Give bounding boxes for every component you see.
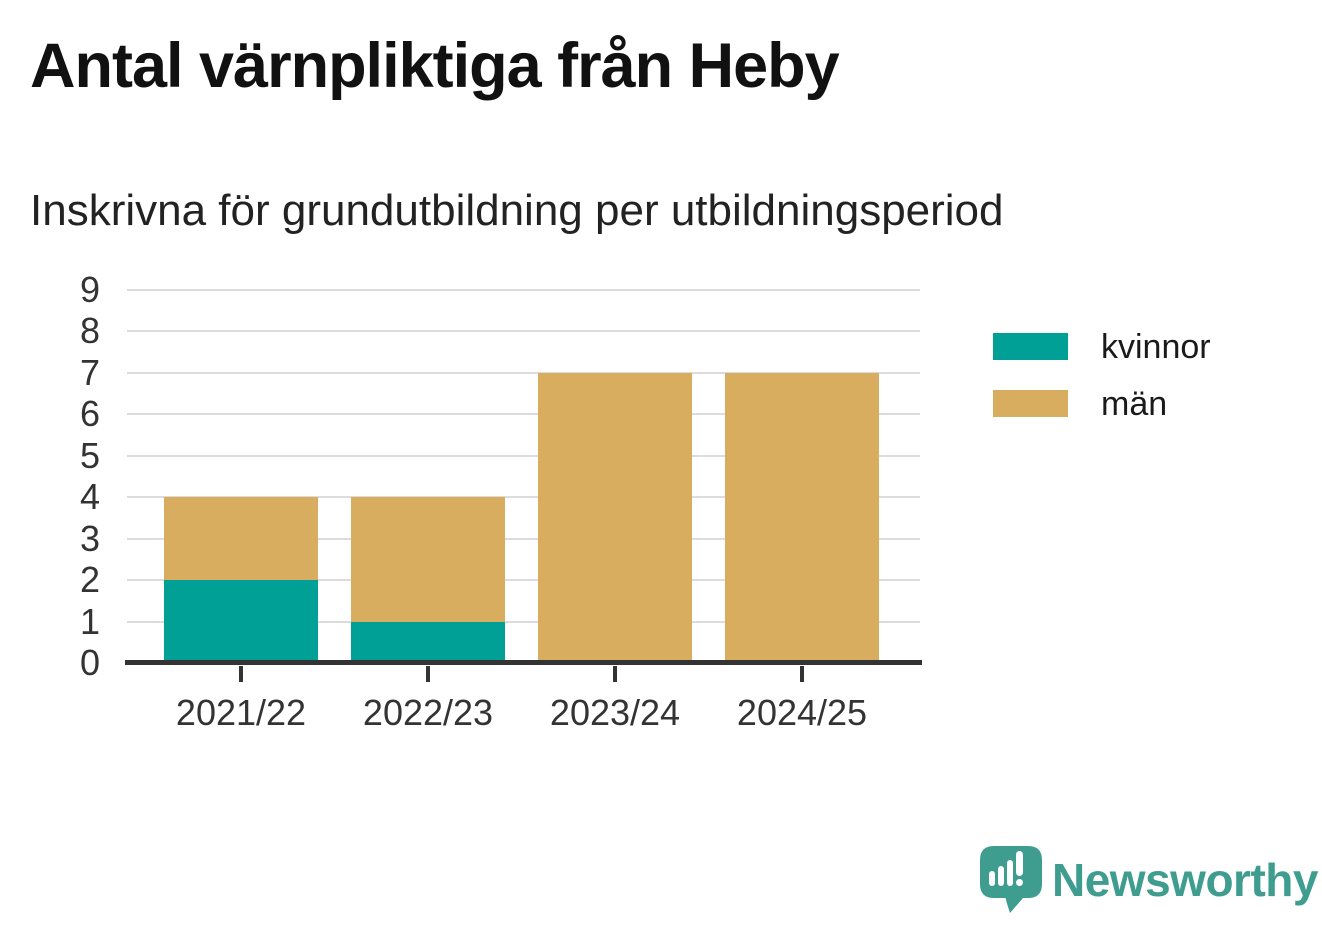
x-axis-tick-label: 2022/23: [362, 692, 494, 733]
bar-män-2021/22: [164, 497, 318, 581]
y-axis-tick-label: 8: [79, 310, 100, 352]
gridline-y1: [127, 620, 920, 623]
y-axis-tick-label: 1: [79, 600, 100, 642]
bar-kvinnor-2021/22: [164, 580, 318, 663]
y-axis-tick-label: 5: [79, 434, 100, 476]
y-axis-tick-label: 0: [79, 642, 100, 683]
newsworthy-logo-text: Newsworthy: [1052, 854, 1318, 906]
y-axis-tick-label: 3: [79, 517, 100, 559]
x-axis-tick-label: 2024/25: [736, 692, 868, 733]
bar-män-2022/23: [351, 497, 505, 622]
legend-item-kvinnor: kvinnor: [993, 330, 1211, 364]
gridline-y4: [127, 496, 920, 499]
x-axis-line: [125, 660, 922, 665]
bar-kvinnor-2022/23: [351, 621, 505, 663]
x-axis-tick: [426, 666, 430, 682]
gridline-y7: [127, 371, 920, 374]
gridline-y5: [127, 454, 920, 457]
plot-area: 0 1 2 3 4 5 6 7 8 9 2021/22 2022/23 2023/24 2024/25: [80, 272, 922, 733]
gridline-y6: [127, 413, 920, 416]
legend-item-man: män: [993, 387, 1211, 421]
gridline-y8: [127, 330, 920, 333]
legend-label-kvinnor: kvinnor: [1101, 327, 1211, 366]
x-axis-tick: [239, 666, 243, 682]
gridline-y2: [127, 579, 920, 582]
legend-swatch-man: [993, 390, 1068, 417]
legend: kvinnor män: [993, 330, 1211, 447]
y-axis-tick-label: 7: [79, 351, 100, 393]
gridline-y9: [127, 289, 920, 291]
x-axis-tick-label: 2023/24: [549, 692, 681, 733]
chart-title: Antal värnpliktiga från Heby: [30, 31, 840, 101]
newsworthy-logo: Newsworthy: [980, 846, 1318, 914]
x-axis-tick: [613, 666, 617, 682]
x-axis-tick-label: 2021/22: [175, 692, 307, 733]
legend-swatch-kvinnor: [993, 333, 1068, 360]
gridline-y3: [127, 537, 920, 540]
chart-subtitle: Inskrivna för grundutbildning per utbild…: [30, 186, 1004, 235]
y-axis-tick-label: 6: [79, 393, 100, 435]
y-axis-tick-label: 2: [79, 559, 100, 601]
bar-män-2023/24: [538, 372, 692, 663]
y-axis-tick-label: 4: [79, 476, 100, 518]
x-axis-tick: [800, 666, 804, 682]
legend-label-man: män: [1101, 384, 1168, 423]
newsworthy-logo-icon: [980, 846, 1042, 913]
bar-män-2024/25: [725, 372, 879, 663]
y-axis-tick-label: 9: [79, 269, 100, 310]
